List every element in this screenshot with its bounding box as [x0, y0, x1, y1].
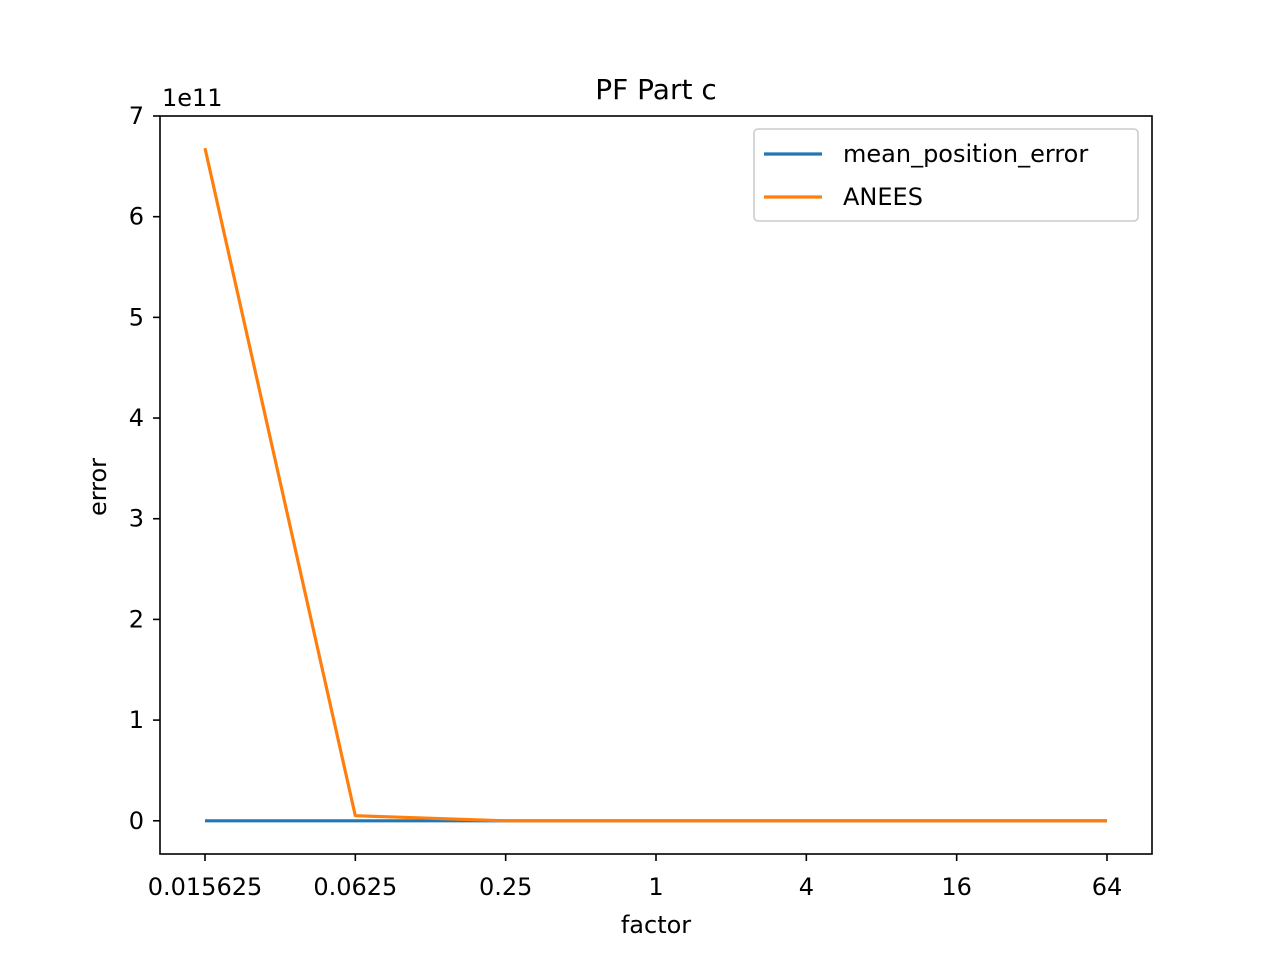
- y-tick-label: 7: [129, 102, 144, 130]
- y-axis-multiplier: 1e11: [162, 84, 223, 112]
- y-tick-label: 6: [129, 203, 144, 231]
- y-tick-label: 4: [129, 404, 144, 432]
- series-line-anees: [203, 147, 1107, 823]
- x-tick-label: 0.25: [479, 873, 532, 901]
- legend-box: [753, 128, 1139, 222]
- x-tick-label: 1: [648, 873, 663, 901]
- x-axis: 0.015625 0.0625 0.25 1 4 16 64: [148, 854, 1123, 901]
- legend: mean_position_error ANEES: [753, 128, 1139, 222]
- legend-label: ANEES: [843, 183, 923, 211]
- y-tick-label: 1: [129, 706, 144, 734]
- y-tick-label: 2: [129, 605, 144, 633]
- y-axis: 0 1 2 3 4 5 6 7: [129, 102, 160, 835]
- y-axis-label: error: [84, 458, 112, 516]
- x-tick-label: 0.015625: [148, 873, 263, 901]
- y-tick-label: 3: [129, 505, 144, 533]
- x-tick-label: 0.0625: [313, 873, 397, 901]
- x-tick-label: 64: [1092, 873, 1123, 901]
- x-axis-label: factor: [621, 911, 691, 939]
- x-tick-label: 16: [941, 873, 972, 901]
- y-tick-label: 0: [129, 807, 144, 835]
- y-tick-label: 5: [129, 303, 144, 331]
- legend-label: mean_position_error: [843, 140, 1088, 168]
- chart-title: PF Part c: [595, 73, 716, 106]
- x-tick-label: 4: [799, 873, 814, 901]
- plot-lines: [203, 147, 1107, 823]
